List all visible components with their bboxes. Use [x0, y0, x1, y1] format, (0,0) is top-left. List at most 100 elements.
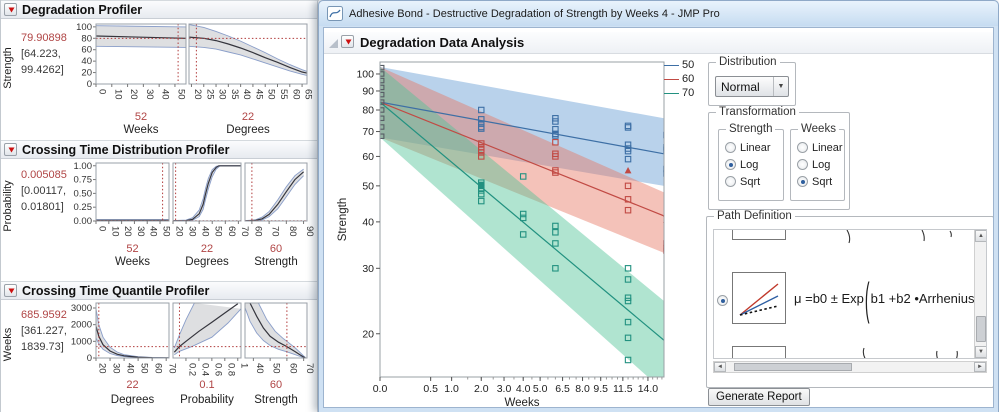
svg-text:20: 20	[192, 89, 203, 100]
svg-text:20: 20	[97, 363, 108, 374]
radio-icon[interactable]	[797, 159, 808, 170]
radio-label: Sqrt	[740, 175, 761, 188]
svg-text:Weeks: Weeks	[505, 397, 540, 406]
crossing-time-distribution-plot[interactable]: Probability 0.005085 [0.00117, 0.01801] 1.00…	[1, 159, 319, 281]
svg-text:Degrees: Degrees	[185, 256, 229, 268]
svg-text:0.005085: 0.005085	[21, 169, 67, 181]
svg-text:[64.223,: [64.223,	[21, 48, 61, 60]
formula-fragments	[846, 230, 958, 358]
radio-option-sqrt[interactable]: Sqrt	[725, 173, 783, 190]
svg-text:0.1: 0.1	[199, 379, 214, 391]
path-model-thumbnail-icon	[739, 283, 779, 316]
svg-text:0.5: 0.5	[423, 383, 438, 395]
path-option-thumbnail-selected[interactable]	[732, 272, 786, 324]
path-option-thumbnail-partial-bottom[interactable]	[732, 346, 786, 358]
svg-text:90: 90	[304, 226, 315, 237]
outline-header-crossing-time-quantile[interactable]: Crossing Time Quantile Profiler	[1, 281, 319, 300]
radio-option-linear[interactable]: Linear	[797, 139, 844, 156]
svg-text:55: 55	[278, 89, 289, 100]
svg-text:40: 40	[241, 89, 252, 100]
window-title: Adhesive Bond - Destructive Degradation …	[349, 7, 720, 20]
formula-inner: b1 +b2 •Arrhenius	[870, 290, 975, 306]
radio-icon[interactable]	[797, 142, 808, 153]
svg-text:40: 40	[81, 56, 92, 67]
svg-text:20: 20	[122, 226, 133, 237]
svg-text:1.0: 1.0	[444, 383, 459, 395]
svg-text:70: 70	[239, 226, 250, 237]
vertical-scrollbar[interactable]: ▲ ▼	[974, 230, 986, 358]
legend-item-60[interactable]: 60	[664, 72, 694, 86]
collapse-triangle-icon[interactable]	[329, 39, 339, 49]
radio-label: Log	[812, 158, 831, 171]
radio-option-linear[interactable]: Linear	[725, 139, 783, 156]
distribution-label: Distribution	[716, 56, 780, 68]
radio-option-log[interactable]: Log	[797, 156, 844, 173]
legend-label: 60	[682, 73, 695, 85]
red-triangle-menu-icon[interactable]	[4, 3, 17, 16]
dropdown-arrow-icon[interactable]: ▼	[773, 77, 788, 96]
path-option-thumbnail-partial-top[interactable]	[732, 230, 786, 240]
radio-icon[interactable]	[725, 142, 736, 153]
red-triangle-menu-icon[interactable]	[341, 35, 354, 48]
scroll-right-icon[interactable]: ►	[974, 362, 986, 372]
weeks-group-label: Weeks	[798, 123, 839, 135]
svg-text:2000: 2000	[71, 320, 92, 331]
svg-text:99.4262]: 99.4262]	[21, 64, 64, 76]
path-definition-list[interactable]: μ =b0 ± Exp ( b1 +b2 •Arrhenius ( X ) ) …	[713, 229, 987, 359]
svg-text:40: 40	[160, 89, 171, 100]
svg-text:50: 50	[175, 89, 186, 100]
red-triangle-menu-icon[interactable]	[4, 284, 17, 297]
svg-text:11.5: 11.5	[613, 383, 633, 395]
svg-text:0.6: 0.6	[212, 363, 223, 376]
legend-item-50[interactable]: 50	[664, 58, 694, 72]
degradation-chart[interactable]: 0.0 0.5 1.0 2.0 3.0 4.0 5.0 6.5 8.0 9.5 11.5 14.0 We…	[334, 54, 706, 406]
radio-label: Linear	[812, 141, 843, 154]
svg-text:50: 50	[213, 226, 224, 237]
svg-text:[0.00117,: [0.00117,	[21, 185, 66, 197]
legend-label: 50	[682, 59, 695, 71]
crossing-time-quantile-plot[interactable]: Weeks685.9592[361.227,1839.73]3000200010…	[1, 300, 319, 412]
svg-text:20: 20	[128, 89, 139, 100]
svg-text:2.0: 2.0	[474, 383, 489, 395]
radio-option-log[interactable]: Log	[725, 156, 783, 173]
red-triangle-menu-icon[interactable]	[4, 143, 17, 156]
legend-item-70[interactable]: 70	[664, 86, 694, 100]
horizontal-scrollbar[interactable]: ◄ ►	[713, 361, 987, 373]
radio-icon[interactable]	[797, 176, 808, 187]
svg-text:685.9592: 685.9592	[21, 309, 67, 321]
radio-icon[interactable]	[725, 176, 736, 187]
radio-option-sqrt[interactable]: Sqrt	[797, 173, 844, 190]
outline-header-crossing-time-distribution[interactable]: Crossing Time Distribution Profiler	[1, 140, 319, 159]
svg-text:Strength: Strength	[254, 256, 297, 268]
scroll-left-icon[interactable]: ◄	[714, 362, 726, 372]
svg-text:22: 22	[242, 111, 254, 123]
svg-text:60: 60	[252, 226, 263, 237]
svg-text:10: 10	[112, 89, 123, 100]
svg-text:20: 20	[362, 328, 374, 340]
crossing-time-quantile-profiler-panel: Crossing Time Quantile Profiler Weeks 685…	[1, 281, 319, 412]
horizontal-scroll-thumb[interactable]	[734, 363, 852, 371]
svg-text:5.0: 5.0	[533, 383, 548, 395]
svg-text:60: 60	[81, 45, 92, 56]
vertical-scroll-thumb[interactable]	[976, 316, 986, 342]
report-outline-header[interactable]: Degradation Data Analysis	[324, 32, 993, 54]
outline-header-degradation-profiler[interactable]: Degradation Profiler	[1, 0, 319, 19]
svg-text:70: 70	[304, 363, 315, 374]
scroll-down-icon[interactable]: ▼	[975, 346, 986, 358]
path-option-radio-selected[interactable]	[717, 292, 728, 309]
svg-text:Degrees: Degrees	[111, 394, 155, 406]
svg-text:45: 45	[253, 89, 264, 100]
generate-report-button[interactable]: Generate Report	[708, 388, 810, 406]
distribution-dropdown[interactable]: Normal ▼	[715, 76, 789, 97]
svg-text:40: 40	[148, 226, 159, 237]
svg-text:79.90898: 79.90898	[21, 32, 67, 44]
svg-text:0: 0	[87, 353, 92, 364]
svg-text:60: 60	[290, 89, 301, 100]
scroll-up-icon[interactable]: ▲	[975, 230, 986, 242]
svg-text:50: 50	[161, 226, 172, 237]
window-titlebar[interactable]: Adhesive Bond - Destructive Degradation …	[319, 1, 998, 26]
path-model-formula: μ =b0 ± Exp ( b1 +b2 •Arrhenius ( X ) )	[794, 272, 986, 324]
radio-icon[interactable]	[725, 159, 736, 170]
degradation-profiler-plot[interactable]: Strength79.90898[64.223,99.4262]10080604…	[1, 19, 319, 140]
svg-text:20: 20	[174, 226, 185, 237]
